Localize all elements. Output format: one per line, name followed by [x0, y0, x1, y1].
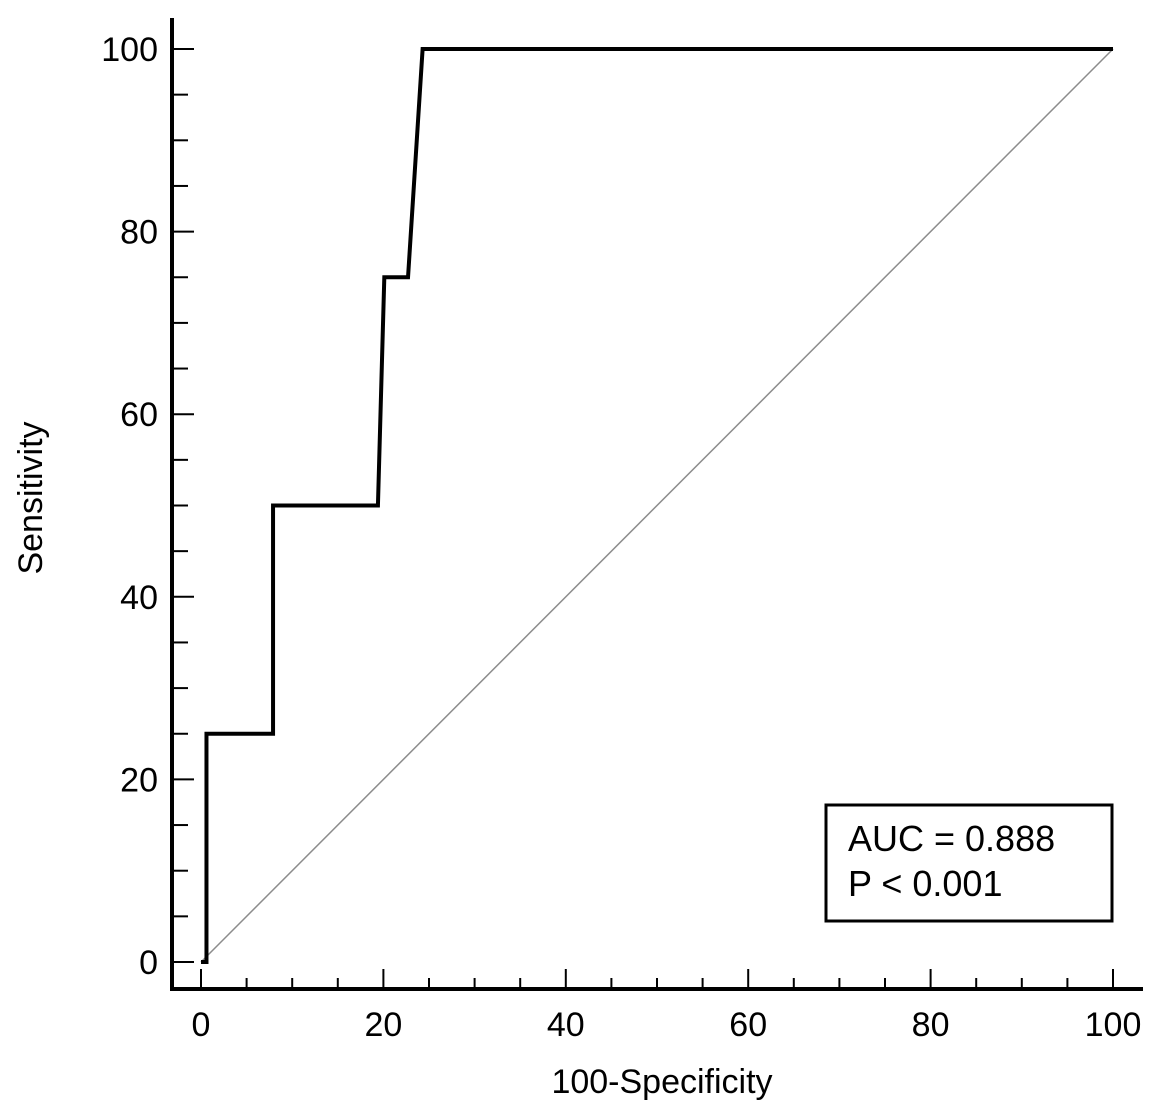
- x-tick-label: 100: [1085, 1006, 1142, 1044]
- x-axis-title: 100-Specificity: [551, 1063, 772, 1101]
- x-major-ticks: 0 20 40 60 80 100: [192, 969, 1142, 1044]
- y-axis-title: Sensitivity: [12, 421, 50, 574]
- y-tick-label: 60: [120, 396, 158, 434]
- y-tick-label: 40: [120, 579, 158, 617]
- legend-box: AUC = 0.888 P < 0.001: [824, 803, 1114, 923]
- y-tick-label: 20: [120, 761, 158, 799]
- roc-curve-line: [201, 47, 1113, 964]
- x-tick-label: 40: [547, 1006, 585, 1044]
- y-minor-ticks: [172, 93, 188, 918]
- x-tick-label: 20: [364, 1006, 402, 1044]
- legend-frame: [824, 803, 1114, 923]
- y-tick-label: 100: [101, 31, 158, 69]
- y-tick-label: 80: [120, 214, 158, 252]
- x-tick-label: 0: [192, 1006, 211, 1044]
- p-value-annotation: P < 0.001: [848, 863, 1002, 904]
- series-layer: [200, 47, 1114, 964]
- x-tick-label: 60: [729, 1006, 767, 1044]
- reference-diagonal-line: [200, 48, 1114, 963]
- x-tick-label: 80: [912, 1006, 950, 1044]
- y-major-ticks: 0 20 40 60 80 100: [101, 31, 194, 982]
- auc-annotation: AUC = 0.888: [848, 818, 1055, 859]
- y-tick-label: 0: [139, 944, 158, 982]
